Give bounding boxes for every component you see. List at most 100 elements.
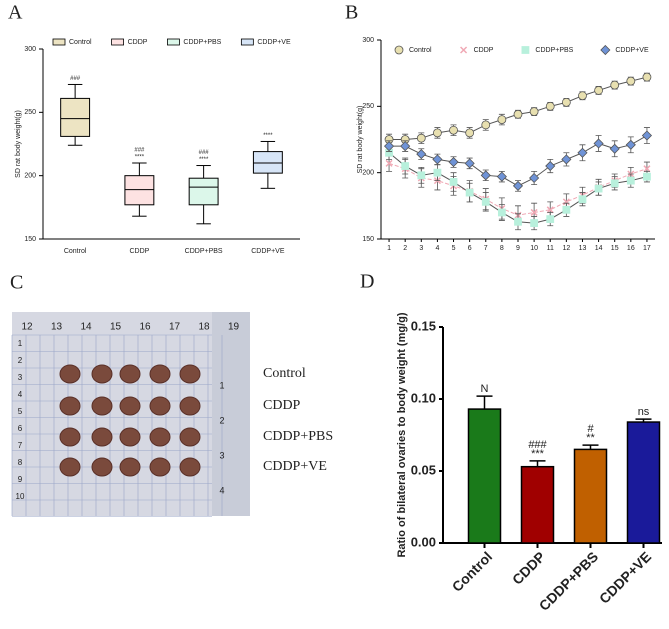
marker <box>416 133 426 143</box>
annotation: # <box>587 423 594 435</box>
x-tick-label: 16 <box>627 245 635 252</box>
marker <box>416 149 427 160</box>
marker <box>481 197 490 206</box>
marker <box>465 188 474 197</box>
marker <box>600 44 611 56</box>
marker <box>545 160 556 172</box>
legend-label: CDDP+VE <box>257 39 291 46</box>
ovary <box>91 364 113 384</box>
marker <box>545 101 555 111</box>
bar <box>626 421 661 544</box>
marker <box>642 72 652 82</box>
error-bar <box>582 444 599 450</box>
ruler-number: 6 <box>18 424 23 433</box>
ruler-number: 5 <box>18 407 23 416</box>
legend-swatch <box>167 38 180 46</box>
marker <box>465 128 475 138</box>
panel-label: C <box>10 272 23 294</box>
marker <box>394 45 404 55</box>
x-tick-label: 11 <box>547 245 554 252</box>
photo-label: CDDP <box>263 398 301 413</box>
marker <box>480 170 491 181</box>
legend-swatch <box>52 38 66 46</box>
y-axis-label: Ratio of bilateral ovaries to body weigh… <box>396 312 408 557</box>
box <box>252 151 283 174</box>
x-tick-label: 17 <box>643 245 651 252</box>
marker <box>417 171 426 180</box>
y-tick-label: 0.05 <box>411 462 436 477</box>
y-tick-label: 150 <box>24 236 36 243</box>
marker <box>610 80 620 90</box>
bar <box>467 408 502 544</box>
ruler-number: 12 <box>21 322 33 333</box>
ruler-number: 14 <box>80 322 92 333</box>
y-tick-label: 300 <box>362 37 374 44</box>
x-tick-label: CDDP+PBS <box>185 248 223 255</box>
marker <box>625 139 636 150</box>
x-tick-label: CDDP <box>129 248 149 255</box>
ruler-number: 19 <box>228 322 240 333</box>
annotation: **** <box>199 157 209 163</box>
y-tick-label: 250 <box>362 103 374 110</box>
panel-label: D <box>360 271 374 293</box>
photo-label: Control <box>263 366 306 381</box>
marker <box>449 125 458 135</box>
ruler-number: 2 <box>219 415 224 425</box>
ruler-number: 9 <box>18 475 23 484</box>
ovary <box>91 396 113 416</box>
x-tick-label: 13 <box>579 245 587 252</box>
x-tick-label: 15 <box>611 245 619 252</box>
annotation: ns <box>638 406 650 418</box>
marker <box>577 147 588 158</box>
marker <box>594 86 603 95</box>
y-axis-label: SD rat body weight(g) <box>357 106 364 174</box>
ovary <box>59 396 81 416</box>
ovary <box>59 427 81 447</box>
marker <box>460 46 468 54</box>
annotation: ### <box>70 76 81 82</box>
marker <box>643 165 651 173</box>
legend-label: Control <box>409 47 432 54</box>
ruler-number: 1 <box>18 339 23 348</box>
chart-bar: D Ratio of bilateral ovaries to body weig… <box>360 271 662 614</box>
x-tick-label: 4 <box>435 245 439 252</box>
marker <box>643 172 651 181</box>
ruler-number: 3 <box>18 373 23 382</box>
marker <box>561 97 571 107</box>
x-tick-label: 1 <box>387 245 391 252</box>
box <box>188 177 219 206</box>
x-tick-label: CDDP+VE <box>251 248 285 255</box>
ovary <box>59 457 81 477</box>
ovary <box>179 457 201 477</box>
legend-label: CDDP+PBS <box>183 39 221 46</box>
ruler-number: 7 <box>18 441 23 450</box>
marker <box>497 115 507 124</box>
annotation: *** <box>531 448 545 460</box>
ovary <box>179 364 201 384</box>
ruler-number: 15 <box>110 322 122 333</box>
ovary <box>149 427 171 447</box>
marker <box>530 208 538 216</box>
marker <box>464 158 475 169</box>
ruler-number: 10 <box>16 492 25 501</box>
marker <box>529 107 539 117</box>
marker <box>529 172 540 184</box>
marker <box>546 215 555 224</box>
x-tick-label: 5 <box>452 245 456 252</box>
y-tick-label: 200 <box>362 170 374 177</box>
ruler-number: 2 <box>18 356 23 365</box>
marker <box>610 179 619 188</box>
marker <box>449 178 458 186</box>
box <box>60 97 91 137</box>
marker <box>433 128 442 138</box>
ruler-number: 16 <box>139 322 151 333</box>
marker <box>481 120 491 130</box>
ruler-number: 8 <box>18 458 23 467</box>
marker <box>433 168 442 177</box>
panel-label: B <box>345 2 358 24</box>
marker <box>626 176 635 185</box>
ovary <box>149 364 171 384</box>
x-tick-label: CDDP+VE <box>596 548 654 606</box>
